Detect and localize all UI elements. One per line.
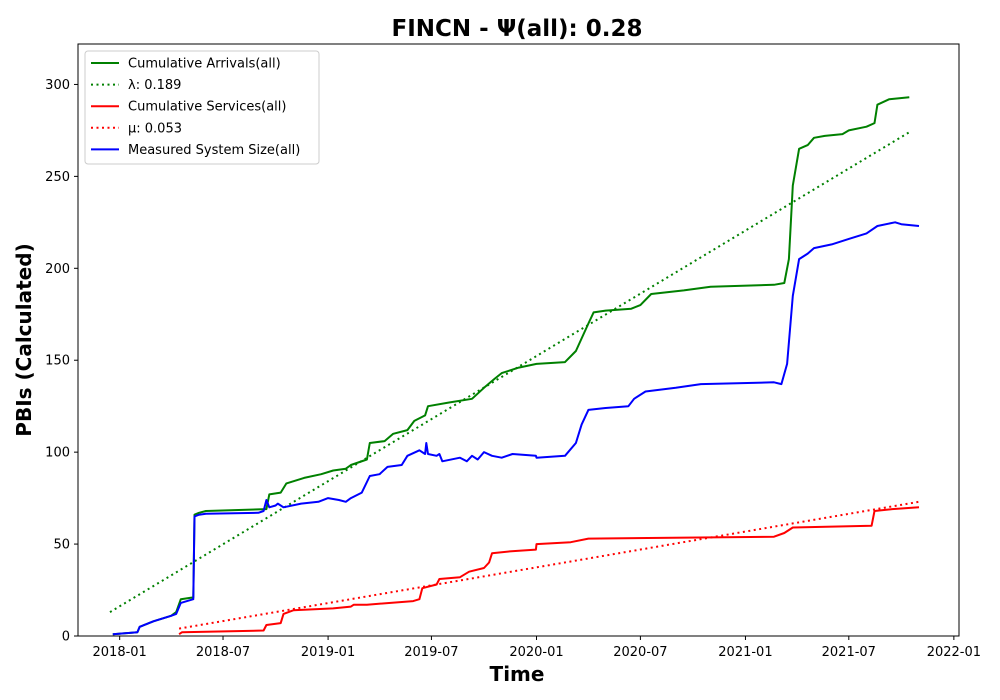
series-line-2 xyxy=(178,506,920,636)
x-tick-label: 2021-01 xyxy=(718,645,772,660)
x-tick-label: 2021-07 xyxy=(822,645,876,660)
plot-lines xyxy=(109,96,920,636)
y-tick-label: 250 xyxy=(45,170,70,185)
y-tick-label: 150 xyxy=(45,354,70,369)
series-line-0 xyxy=(112,96,910,636)
series-line-1 xyxy=(109,131,910,613)
legend-label: λ: 0.189 xyxy=(128,78,181,93)
axis-ticks: 2018-01 2018-07 2019-01 2019-07 2020-01 2020-… xyxy=(45,78,981,660)
series-line-3 xyxy=(178,500,920,630)
x-tick-label: 2019-07 xyxy=(404,645,458,660)
legend-label: Cumulative Arrivals(all) xyxy=(128,57,281,72)
x-tick-label: 2020-07 xyxy=(613,645,667,660)
plot-frame xyxy=(77,43,960,637)
legend-label: Cumulative Services(all) xyxy=(128,100,286,115)
legend-box xyxy=(84,50,320,165)
series-line-4 xyxy=(112,221,920,636)
y-tick-label: 200 xyxy=(45,262,70,277)
y-tick-label: 0 xyxy=(62,630,70,645)
y-tick-label: 50 xyxy=(53,538,70,553)
x-tick-label: 2018-07 xyxy=(196,645,250,660)
x-tick-label: 2022-01 xyxy=(927,645,981,660)
legend-label: Measured System Size(all) xyxy=(128,143,300,158)
y-axis-title: PBIs (Calculated) xyxy=(12,243,36,436)
x-tick-label: 2019-01 xyxy=(301,645,355,660)
y-tick-label: 100 xyxy=(45,446,70,461)
chart-title: FINCN - Ψ(all): 0.28 xyxy=(391,16,642,42)
x-tick-label: 2020-01 xyxy=(509,645,563,660)
x-tick-label: 2018-01 xyxy=(93,645,147,660)
x-axis-title: Time xyxy=(490,662,545,686)
y-tick-label: 300 xyxy=(45,78,70,93)
legend: Cumulative Arrivals(all) λ: 0.189 Cumulati… xyxy=(84,50,320,165)
legend-label: μ: 0.053 xyxy=(128,121,182,136)
